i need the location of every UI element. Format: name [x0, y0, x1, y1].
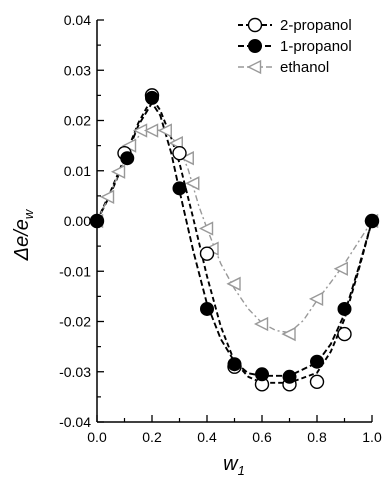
legend-marker-ethanol [246, 59, 262, 75]
x-axis-title: w1 [223, 453, 245, 477]
x-tick-label: 0.4 [197, 429, 217, 445]
data-point-2-propanol [337, 326, 352, 342]
x-tick-label: 0.6 [252, 429, 272, 445]
data-point-1-propanol [145, 90, 159, 105]
legend-label-ethanol: ethanol [280, 59, 329, 76]
data-point-2-propanol [309, 374, 325, 389]
y-tick-label: 0.03 [64, 62, 91, 78]
data-point-ethanol [179, 151, 194, 166]
data-point-ethanol [198, 221, 214, 236]
data-point-1-propanol [255, 367, 269, 382]
legend: 2-propanol 1-propanol ethanol [238, 17, 352, 76]
y-tick-label: 0.04 [64, 12, 91, 28]
data-point-ethanol [253, 316, 269, 332]
y-tick-label: 0.01 [64, 163, 91, 179]
data-point-1-propanol [365, 214, 379, 228]
data-point-ethanol [333, 261, 348, 276]
x-tick-label: 0.2 [142, 429, 162, 445]
y-tick-label: -0.01 [59, 263, 91, 279]
data-point-ethanol [99, 189, 115, 205]
x-axis-title-sub: 1 [238, 463, 245, 477]
data-point-ethanol [185, 176, 200, 191]
data-point-ethanol [281, 326, 296, 342]
data-point-ethanol [226, 276, 241, 291]
data-point-ethanol [308, 291, 324, 307]
data-point-ethanol [157, 123, 172, 138]
series-curves [96, 96, 373, 384]
data-point-ethanol [110, 164, 126, 179]
y-tick-label: -0.03 [59, 364, 91, 380]
y-axis-ticks: 0.04 0.03 0.02 0.01 0.00 -0.01 -0.02 -0.03 -0.04 [59, 12, 104, 430]
x-tick-label: 0.0 [87, 429, 107, 445]
series-curve-ethanol [96, 128, 373, 334]
legend-marker-2-propanol [247, 17, 263, 33]
series-curve-2-propanol [96, 96, 373, 384]
data-point-1-propanol [282, 369, 297, 384]
y-axis-title-main: Δe/e [11, 219, 33, 261]
legend-label-1-propanol: 1-propanol [280, 38, 352, 55]
x-tick-label: 1.0 [362, 429, 382, 445]
series-markers [88, 88, 380, 392]
data-point-1-propanol [90, 214, 104, 228]
y-tick-label: 0.00 [64, 213, 91, 229]
y-tick-label: -0.04 [59, 414, 91, 430]
data-point-1-propanol [172, 181, 187, 196]
data-point-1-propanol [200, 301, 214, 316]
data-point-ethanol [143, 123, 159, 138]
y-tick-label: 0.02 [64, 113, 91, 129]
y-axis-title-sub: w [21, 208, 36, 219]
data-point-1-propanol [310, 354, 324, 369]
data-point-1-propanol [120, 151, 135, 166]
data-point-2-propanol [199, 246, 215, 261]
data-point-1-propanol [227, 357, 242, 372]
data-point-2-propanol [172, 145, 187, 161]
y-axis-title: Δe/ew [11, 208, 36, 261]
series-curve-1-propanol [96, 101, 373, 377]
x-axis-ticks: 0.0 0.2 0.4 0.6 0.8 1.0 [87, 415, 382, 445]
data-point-1-propanol [337, 301, 352, 316]
legend-marker-1-propanol [248, 39, 262, 53]
legend-label-2-propanol: 2-propanol [280, 17, 352, 34]
x-tick-label: 0.8 [307, 429, 327, 445]
y-tick-label: -0.02 [59, 314, 91, 330]
x-axis-title-main: w [223, 453, 239, 475]
